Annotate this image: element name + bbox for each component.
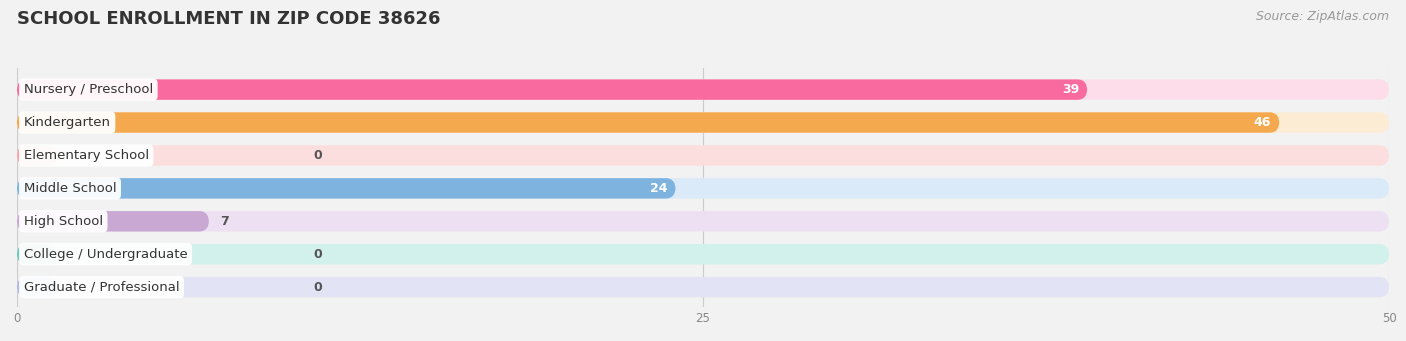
Text: College / Undergraduate: College / Undergraduate bbox=[24, 248, 187, 261]
Text: 39: 39 bbox=[1062, 83, 1078, 96]
Text: SCHOOL ENROLLMENT IN ZIP CODE 38626: SCHOOL ENROLLMENT IN ZIP CODE 38626 bbox=[17, 10, 440, 28]
Text: Source: ZipAtlas.com: Source: ZipAtlas.com bbox=[1256, 10, 1389, 23]
Text: 0: 0 bbox=[314, 281, 322, 294]
Text: High School: High School bbox=[24, 215, 103, 228]
FancyBboxPatch shape bbox=[17, 211, 1389, 232]
FancyBboxPatch shape bbox=[17, 79, 1087, 100]
FancyBboxPatch shape bbox=[17, 277, 1389, 297]
Text: Middle School: Middle School bbox=[24, 182, 117, 195]
FancyBboxPatch shape bbox=[17, 112, 1279, 133]
Text: Elementary School: Elementary School bbox=[24, 149, 149, 162]
Text: 24: 24 bbox=[650, 182, 668, 195]
FancyBboxPatch shape bbox=[17, 79, 1389, 100]
FancyBboxPatch shape bbox=[17, 145, 1389, 166]
FancyBboxPatch shape bbox=[17, 244, 1389, 264]
FancyBboxPatch shape bbox=[17, 211, 209, 232]
FancyBboxPatch shape bbox=[17, 178, 675, 198]
FancyBboxPatch shape bbox=[17, 244, 58, 264]
FancyBboxPatch shape bbox=[17, 277, 58, 297]
Text: 0: 0 bbox=[314, 248, 322, 261]
Text: Nursery / Preschool: Nursery / Preschool bbox=[24, 83, 153, 96]
FancyBboxPatch shape bbox=[17, 145, 58, 166]
Text: 0: 0 bbox=[314, 149, 322, 162]
Text: Kindergarten: Kindergarten bbox=[24, 116, 111, 129]
FancyBboxPatch shape bbox=[17, 112, 1389, 133]
Text: Graduate / Professional: Graduate / Professional bbox=[24, 281, 180, 294]
Text: 7: 7 bbox=[219, 215, 229, 228]
Text: 46: 46 bbox=[1254, 116, 1271, 129]
FancyBboxPatch shape bbox=[17, 178, 1389, 198]
